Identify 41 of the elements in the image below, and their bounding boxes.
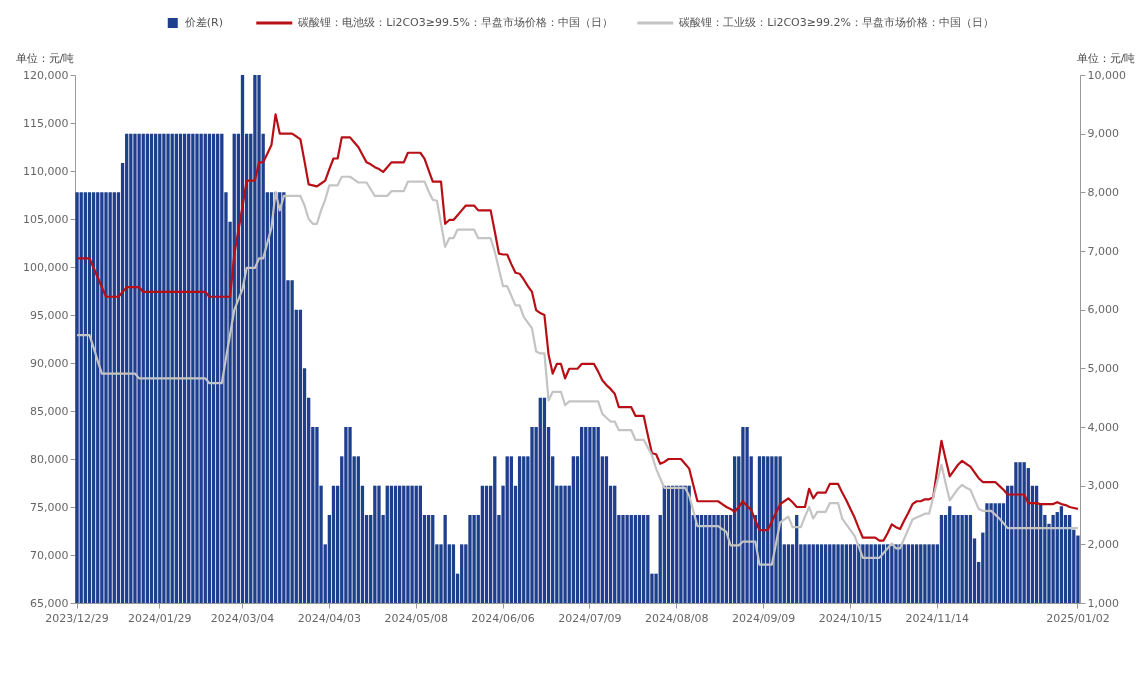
x-tick-label: 2025/01/02 xyxy=(1046,611,1110,625)
y2-tick-label: 8,000 xyxy=(1087,185,1119,199)
legend-label: 碳酸锂：工业级：Li2CO3≥99.2%：早盘市场价格：中国（日） xyxy=(678,16,994,29)
y-tick-label: 115,000 xyxy=(23,116,69,130)
y-tick-label: 110,000 xyxy=(23,164,69,178)
y-tick-label: 90,000 xyxy=(30,356,69,370)
x-tick-label: 2024/04/03 xyxy=(297,611,362,625)
y-axis-title: 单位：元/吨 xyxy=(15,51,75,65)
y2-tick-label: 10,000 xyxy=(1087,68,1126,82)
y2-tick-label: 1,000 xyxy=(1087,596,1119,610)
y2-tick-label: 4,000 xyxy=(1087,420,1119,434)
y2-tick-label: 6,000 xyxy=(1087,303,1119,317)
x-tick-label: 2024/07/09 xyxy=(558,611,622,625)
x-tick-label: 2024/10/15 xyxy=(818,611,883,625)
y-tick-label: 95,000 xyxy=(30,308,69,322)
y2-tick-label: 2,000 xyxy=(1087,537,1119,551)
x-tick-label: 2024/01/29 xyxy=(128,611,192,625)
y-tick-label: 100,000 xyxy=(23,260,69,274)
y2-axis-title: 单位：元/吨 xyxy=(1076,51,1136,65)
x-tick-label: 2024/09/09 xyxy=(731,611,796,625)
legend-label: 价差(R) xyxy=(183,16,223,29)
x-tick-label: 2024/08/08 xyxy=(645,611,709,625)
y2-tick-label: 3,000 xyxy=(1087,479,1119,493)
y-tick-label: 120,000 xyxy=(23,68,69,82)
y2-tick-label: 7,000 xyxy=(1087,244,1119,258)
y-tick-label: 75,000 xyxy=(30,500,69,514)
y-tick-label: 70,000 xyxy=(30,548,69,562)
x-tick-label: 2024/03/04 xyxy=(210,611,275,625)
legend-label: 碳酸锂：电池级：Li2CO3≥99.5%：早盘市场价格：中国（日） xyxy=(297,16,613,29)
y-tick-label: 85,000 xyxy=(30,404,69,418)
x-tick-label: 2024/11/14 xyxy=(905,611,970,625)
y2-tick-label: 9,000 xyxy=(1087,127,1119,141)
x-tick-label: 2023/12/29 xyxy=(45,611,109,625)
x-tick-label: 2024/05/08 xyxy=(384,611,448,625)
y-tick-label: 65,000 xyxy=(30,596,69,610)
y-tick-label: 105,000 xyxy=(23,212,69,226)
x-tick-label: 2024/06/06 xyxy=(471,611,535,625)
line-series xyxy=(75,113,1080,542)
line-series xyxy=(75,175,1080,566)
y-tick-label: 80,000 xyxy=(30,452,69,466)
y2-tick-label: 5,000 xyxy=(1087,361,1119,375)
